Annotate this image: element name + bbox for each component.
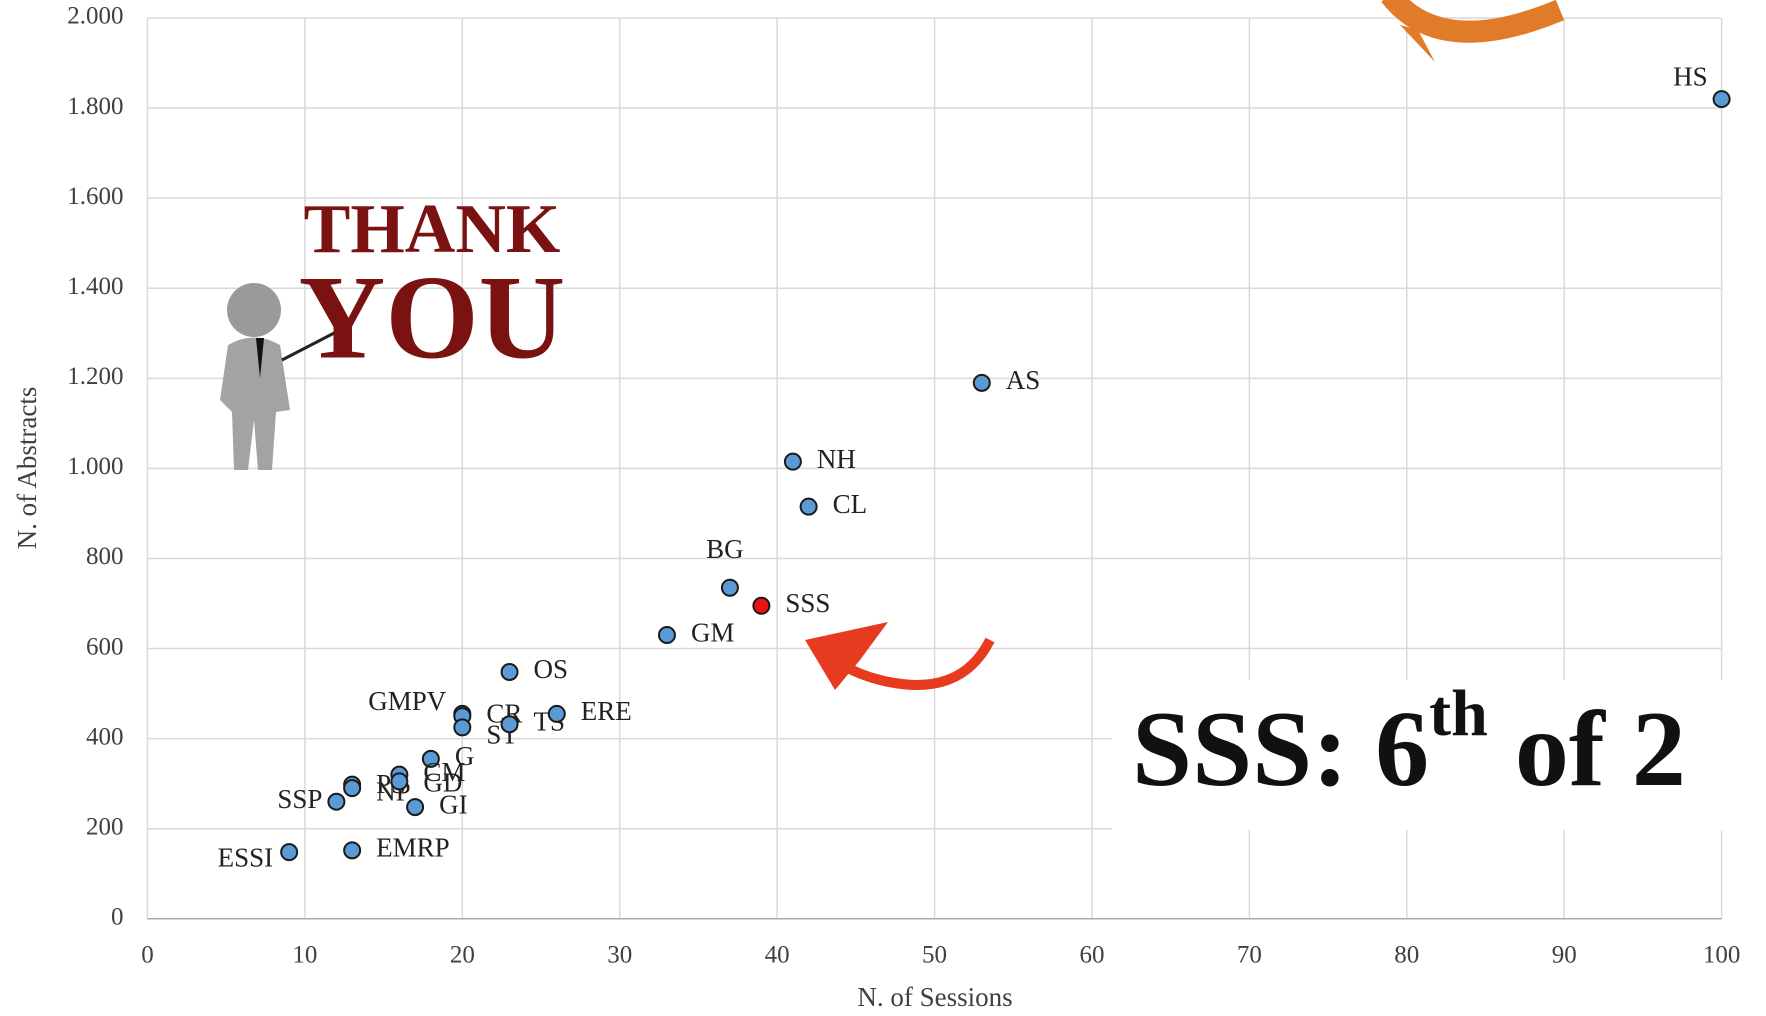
- y-tick-label: 1.000: [67, 453, 123, 480]
- point-label: NH: [817, 444, 856, 474]
- point: [343, 779, 362, 798]
- point-label: CM: [423, 757, 465, 787]
- point: [500, 715, 519, 734]
- decor-arc-head: [1400, 25, 1435, 62]
- point: [799, 497, 818, 516]
- y-tick-label: 0: [111, 904, 124, 931]
- point-label: GM: [691, 617, 735, 647]
- y-tick-label: 2.000: [67, 3, 123, 30]
- y-tick-label: 1.200: [67, 363, 123, 390]
- point-label: SSS: [785, 588, 830, 618]
- x-tick-label: 10: [292, 942, 317, 969]
- point: [547, 704, 566, 723]
- point: [720, 578, 739, 597]
- point-label: SSP: [277, 784, 322, 814]
- y-tick-label: 1.600: [67, 183, 123, 210]
- x-tick-label: 80: [1394, 942, 1419, 969]
- point-label: GI: [439, 789, 468, 819]
- annotation-sup: th: [1429, 677, 1488, 750]
- decor-arrow-head: [805, 622, 888, 690]
- thank-you-figure: THANK YOU: [220, 191, 565, 470]
- point: [343, 841, 362, 860]
- point: [783, 452, 802, 471]
- x-tick-label: 40: [765, 942, 790, 969]
- y-tick-label: 1.800: [67, 93, 123, 120]
- y-tick-label: 800: [86, 543, 124, 570]
- thank-text: THANK: [304, 191, 561, 268]
- point-label: EMRP: [376, 833, 450, 863]
- point: [280, 843, 299, 862]
- x-tick-label: 20: [450, 942, 475, 969]
- point: [453, 718, 472, 737]
- x-tick-label: 0: [141, 942, 154, 969]
- point: [1712, 90, 1731, 109]
- point-label: GD: [423, 768, 462, 798]
- point-label: ESSI: [218, 842, 274, 872]
- point: [657, 626, 676, 645]
- y-tick-label: 1.400: [67, 273, 123, 300]
- x-tick-label: 100: [1703, 942, 1741, 969]
- point-label: G: [455, 741, 475, 771]
- point: [500, 662, 519, 681]
- point: [972, 373, 991, 392]
- point-label: HS: [1673, 61, 1708, 91]
- point-label: BG: [706, 534, 744, 564]
- x-tick-label: 60: [1079, 942, 1104, 969]
- annotation-tail: of 2: [1488, 690, 1686, 809]
- point: [752, 596, 771, 615]
- you-text: YOU: [299, 251, 566, 384]
- points: HSASNHCLBGSSSGMOSGMPVCRSTTSEREGPSNPCMGDS…: [218, 61, 1731, 872]
- point-label: OS: [534, 654, 569, 684]
- y-axis-label: N. of Abstracts: [12, 387, 42, 550]
- annotation-main: SSS: 6: [1132, 690, 1429, 809]
- x-tick-label: 70: [1237, 942, 1262, 969]
- x-tick-label: 30: [607, 942, 632, 969]
- point: [327, 792, 346, 811]
- point-label: AS: [1006, 365, 1041, 395]
- x-tick-label: 90: [1552, 942, 1577, 969]
- point: [421, 749, 440, 768]
- annotation-box: [1112, 680, 1766, 830]
- point: [390, 772, 409, 791]
- x-tick-label: 50: [922, 942, 947, 969]
- point: [406, 798, 425, 817]
- x-axis-label: N. of Sessions: [857, 982, 1012, 1012]
- y-tick-label: 600: [86, 633, 124, 660]
- decor-arc: [1381, 0, 1565, 43]
- y-tick-label: 200: [86, 813, 124, 840]
- y-tick-label: 400: [86, 723, 124, 750]
- point-label: CL: [833, 489, 868, 519]
- point-label: ERE: [581, 696, 632, 726]
- annotation: SSS: 6th of 2: [1132, 677, 1686, 809]
- point-label: GMPV: [368, 686, 447, 716]
